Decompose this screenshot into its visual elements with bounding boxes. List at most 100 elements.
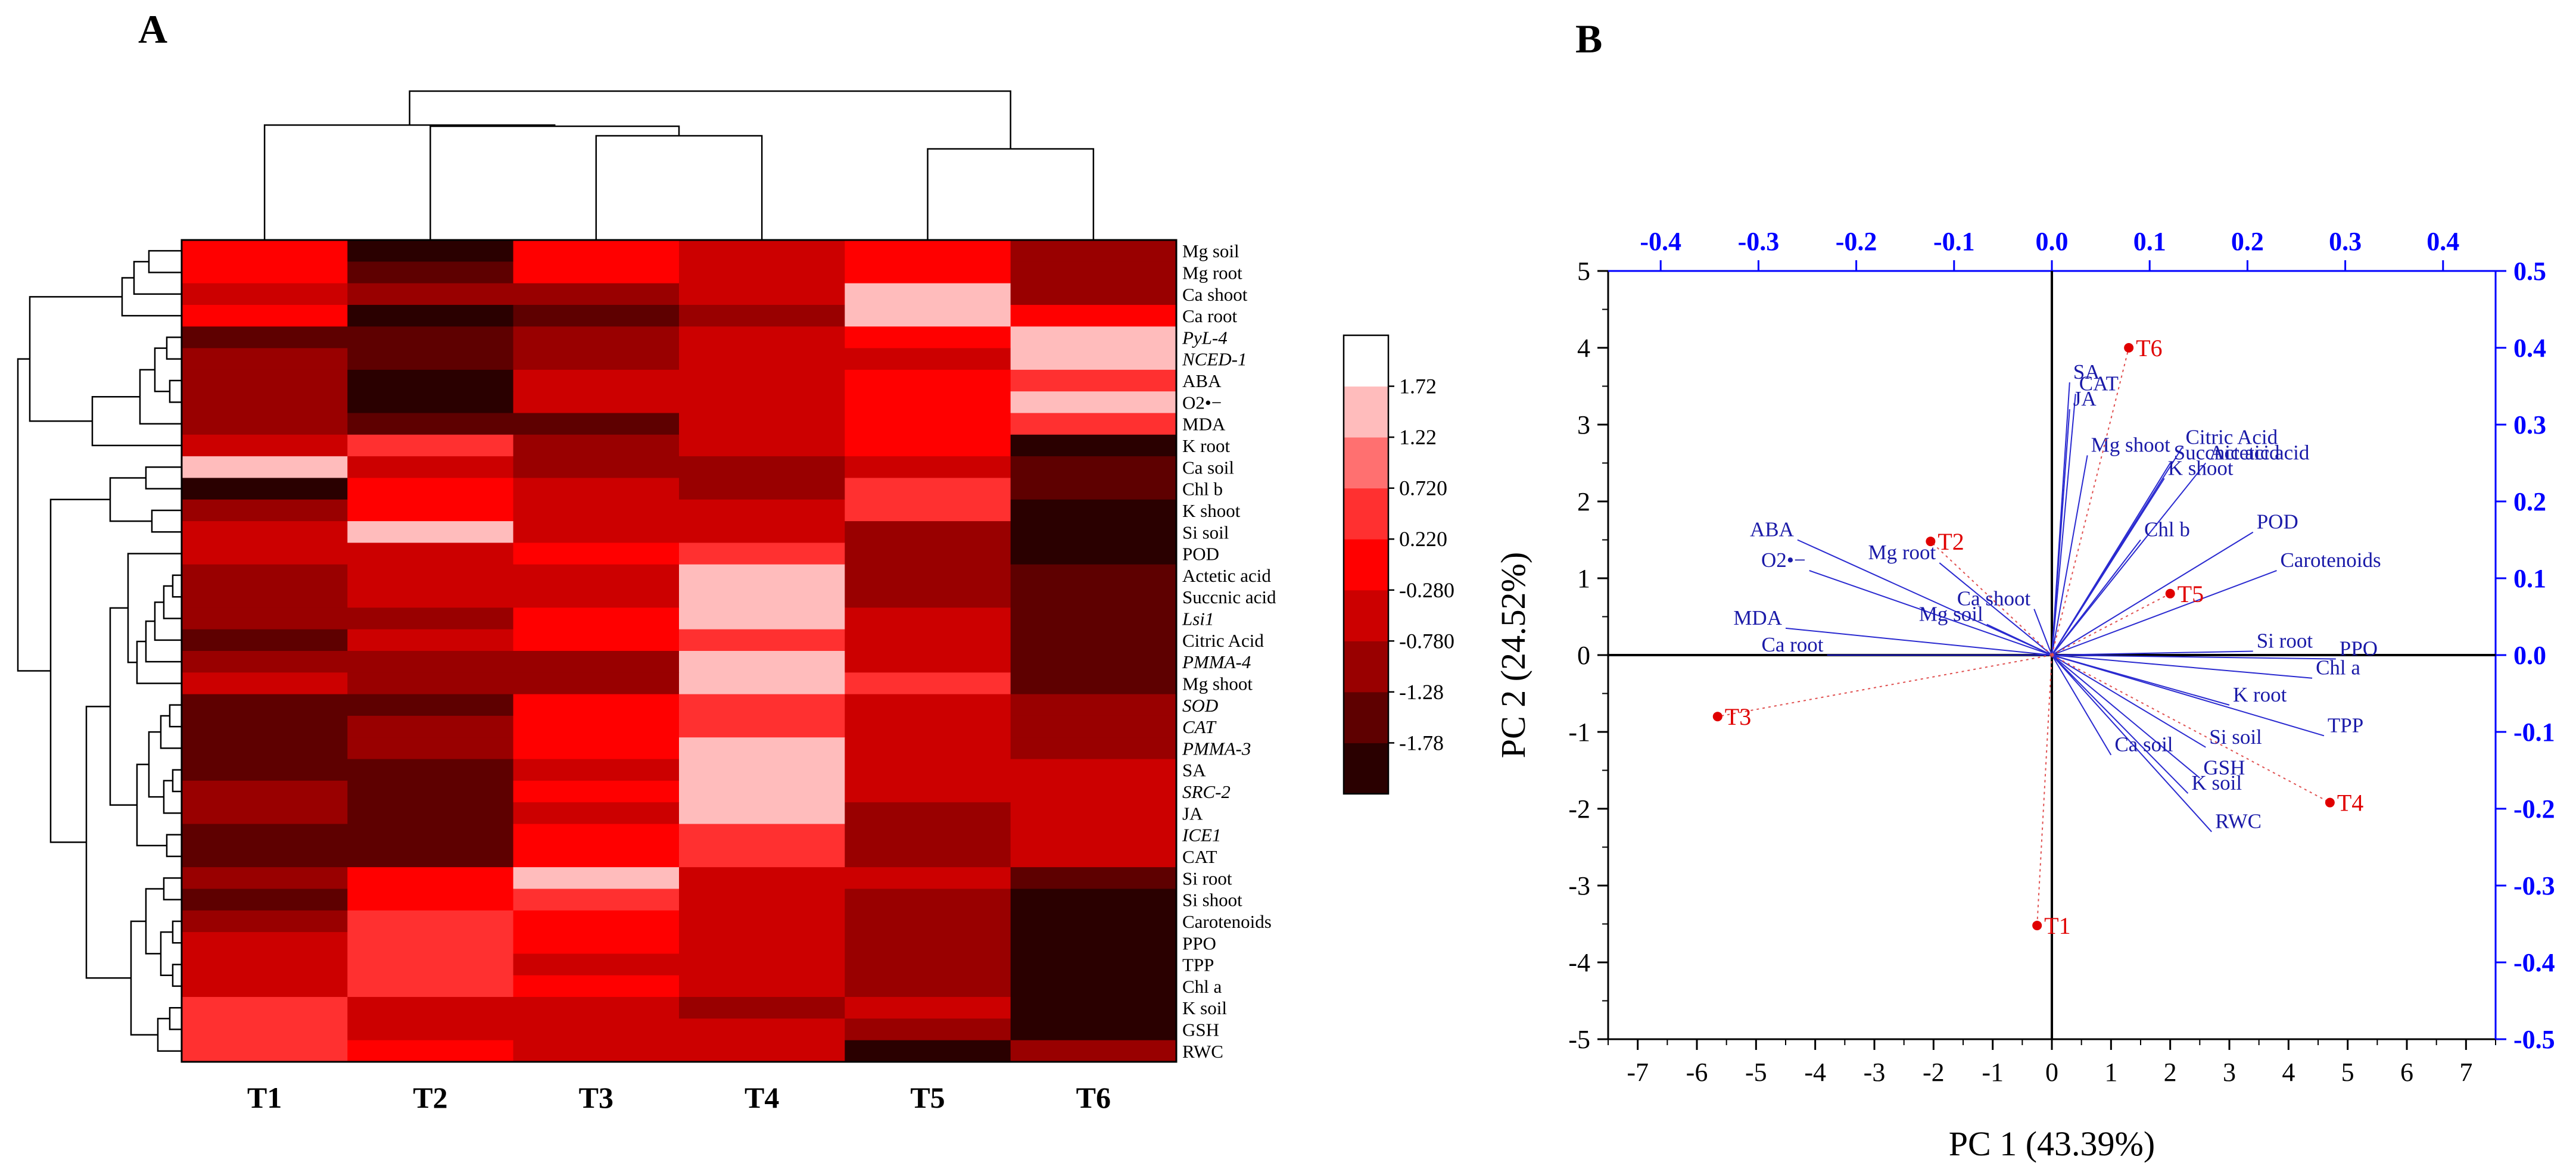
heatmap-cell [182,521,348,543]
loading-label: POD [2257,510,2298,534]
heatmap-cell [182,1040,348,1062]
heatmap-cell [1010,889,1177,911]
row-label: Mg soil [1182,241,1239,261]
top-tick-label: 0.0 [2036,227,2069,256]
row-label: SRC-2 [1182,781,1231,802]
dendrogram-branch [130,920,158,1036]
heatmap-cell [513,413,680,435]
heatmap-cell [182,499,348,522]
heatmap-cell [513,391,680,414]
y-tick-label: 3 [1577,410,1590,440]
colorbar-label: -1.78 [1399,731,1444,755]
heatmap-cell [513,975,680,998]
heatmap-cell [347,283,514,306]
heatmap-cell [679,802,845,825]
heatmap-cell [182,240,348,262]
treatment-label: T3 [1725,703,1751,730]
heatmap-cell [182,369,348,392]
heatmap-cell [182,478,348,500]
x-tick-label: -3 [1864,1058,1886,1087]
heatmap-cell [182,326,348,349]
loading-label: SA [2073,360,2100,384]
x-tick-label: -1 [1982,1058,2004,1087]
row-label: Succnic acid [1182,587,1276,607]
loading-label: K shoot [2168,456,2234,479]
heatmap-cell [679,478,845,500]
heatmap-cell [513,456,680,478]
heatmap-cell [845,240,1011,262]
heatmap-cell [347,1040,514,1062]
loading-vector [1986,624,2052,656]
heatmap-cell [347,543,514,565]
y-axis-title: PC 2 (24.52%) [1494,552,1532,758]
loading-label: Citric Acid [2186,426,2278,449]
right-tick-label: 0.0 [2513,641,2546,670]
row-label: RWC [1182,1041,1223,1062]
heatmap-cell [1010,672,1177,695]
heatmap-cell [1010,607,1177,630]
heatmap-cell [679,629,845,652]
heatmap-cell [513,261,680,284]
colorbar-segment [1344,335,1388,387]
heatmap-cell [182,845,348,868]
heatmap-cell [182,802,348,825]
column-label: T2 [413,1081,447,1114]
heatmap-cell [513,953,680,976]
y-tick-label: 5 [1577,257,1590,286]
column-label: T6 [1076,1081,1111,1114]
heatmap-cell [182,867,348,889]
loading-vector [2051,394,2076,656]
heatmap-cell [347,326,514,349]
heatmap-cell [347,607,514,630]
loading-vector [2051,570,2277,656]
dendrogram-branch [151,509,182,533]
loading-vector [2033,609,2052,656]
heatmap-cell [1010,845,1177,868]
heatmap-cell [513,521,680,543]
heatmap-cell [182,629,348,652]
row-label: Si soil [1182,522,1229,543]
loading-vector [2051,455,2088,656]
row-label: GSH [1182,1020,1219,1040]
heatmap-cell [679,910,845,933]
heatmap-cell [513,997,680,1019]
y-tick-label: -1 [1568,718,1590,747]
heatmap-cell [1010,629,1177,652]
x-tick-label: -6 [1686,1058,1708,1087]
heatmap-cell [1010,434,1177,457]
heatmap-cell [845,867,1011,889]
heatmap-cell [845,759,1011,781]
dendrogram-branch [136,763,167,847]
row-label: Lsi1 [1182,609,1214,629]
colorbar-segment [1344,437,1388,489]
heatmap-cell [347,651,514,673]
loading-vector [2051,531,2254,656]
heatmap-cell [182,889,348,911]
y-tick-label: -4 [1568,948,1590,977]
loading-label: RWC [2215,810,2262,833]
dendrogram-branch [160,715,182,749]
heatmap-cell [679,240,845,262]
heatmap-cell [1010,499,1177,522]
heatmap-cell [845,932,1011,954]
heatmap-cell [845,478,1011,500]
row-label: Mg shoot [1182,673,1253,694]
heatmap-cell [845,802,1011,825]
colorbar: 1.72 1.22 0.720 0.220 -0.280 -0.780 -1.28 -1.78 [1342,334,1454,795]
loading-label: MDA [1733,606,1782,629]
row-label: Chl a [1182,976,1222,997]
heatmap-cell [347,975,514,998]
row-label: ABA [1182,370,1222,391]
heatmap-cell [1010,910,1177,933]
heatmap-cell [182,261,348,284]
y-tick-label: -3 [1568,871,1590,900]
treatment-point [1926,537,1936,547]
heatmap-cell [347,694,514,716]
heatmap-cell [182,607,348,630]
heatmap-cell [182,456,348,478]
row-label: PyL-4 [1182,327,1228,348]
heatmap-cell [1010,1018,1177,1041]
heatmap-cell [1010,802,1177,825]
dendrogram-branch [927,148,1095,240]
heatmap-cell [347,586,514,608]
